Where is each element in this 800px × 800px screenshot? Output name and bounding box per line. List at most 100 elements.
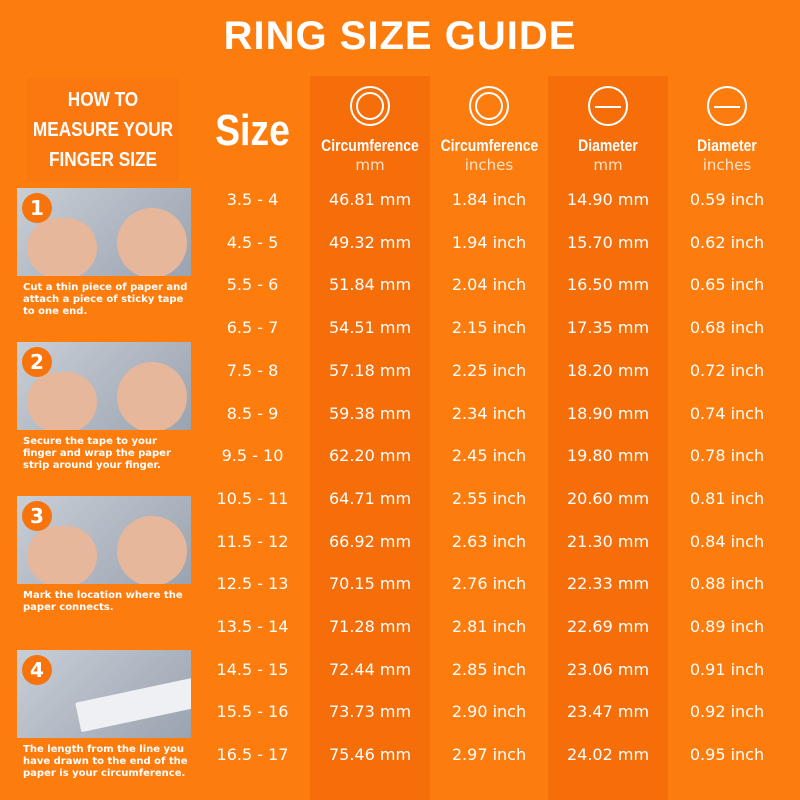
column-unit: inches bbox=[464, 156, 514, 174]
table-cell: 0.81 inch bbox=[689, 488, 765, 508]
step-number-badge: 4 bbox=[22, 655, 52, 685]
step-photo: 2 bbox=[17, 342, 191, 430]
table-cell: 46.81 mm bbox=[328, 190, 412, 209]
table-cell: 64.71 mm bbox=[328, 488, 412, 508]
table-cell: 5.5 - 6 bbox=[226, 275, 279, 295]
table-cell: 0.65 inch bbox=[689, 275, 765, 295]
table-cell: 70.15 mm bbox=[328, 574, 412, 594]
table-cell: 23.47 mm bbox=[566, 702, 650, 722]
table-cell: 2.90 inch bbox=[451, 702, 527, 722]
table-cell: 4.5 - 5 bbox=[226, 232, 279, 252]
step-text: Mark the location where the paper connec… bbox=[23, 590, 183, 613]
table-cell: 0.89 inch bbox=[689, 617, 765, 636]
table-cell: 73.73 mm bbox=[328, 702, 412, 722]
ring-circumference-icon bbox=[350, 86, 390, 126]
column-header-diameter-inches: Diameter inches bbox=[668, 80, 786, 174]
hand-image bbox=[27, 218, 97, 276]
table-cell: 15.70 mm bbox=[566, 232, 650, 252]
hand-image bbox=[27, 526, 97, 584]
table-cell: 9.5 - 10 bbox=[221, 446, 284, 466]
column-unit: inches bbox=[702, 156, 752, 174]
table-cell: 20.60 mm bbox=[566, 488, 650, 508]
table-cell: 49.32 mm bbox=[328, 232, 412, 252]
step-photo: 4 bbox=[17, 650, 191, 738]
table-cell: 22.69 mm bbox=[566, 617, 650, 636]
table-cell: 0.92 inch bbox=[689, 702, 765, 722]
table-cell: 19.80 mm bbox=[566, 446, 650, 466]
hand-image bbox=[117, 362, 187, 430]
table-cell: 3.5 - 4 bbox=[226, 190, 279, 209]
column-unit: mm bbox=[593, 156, 623, 174]
ring-diameter-icon bbox=[707, 86, 747, 126]
table-cell: 57.18 mm bbox=[328, 360, 412, 380]
table-cell: 62.20 mm bbox=[328, 446, 412, 466]
table-cell: 66.92 mm bbox=[328, 531, 412, 551]
hand-image bbox=[27, 372, 97, 430]
table-cell: 2.45 inch bbox=[451, 446, 527, 466]
table-cell: 2.15 inch bbox=[451, 318, 527, 338]
hand-image bbox=[117, 208, 187, 276]
table-cell: 24.02 mm bbox=[566, 745, 650, 765]
table-cell: 6.5 - 7 bbox=[226, 318, 279, 338]
table-cell: 10.5 - 11 bbox=[216, 488, 289, 508]
table-cell: 2.76 inch bbox=[451, 574, 527, 594]
table-cell: 18.90 mm bbox=[566, 403, 650, 423]
table-cell: 51.84 mm bbox=[328, 275, 412, 295]
table-cell: 2.34 inch bbox=[451, 403, 527, 423]
table-cell: 2.55 inch bbox=[451, 488, 527, 508]
table-cell: 0.88 inch bbox=[689, 574, 765, 594]
table-cell: 8.5 - 9 bbox=[226, 403, 279, 423]
table-cell: 23.06 mm bbox=[566, 659, 650, 679]
column-name: Diameter bbox=[697, 136, 757, 155]
table-cell: 0.95 inch bbox=[689, 745, 765, 765]
step-number-badge: 1 bbox=[22, 193, 52, 223]
table-cell: 0.91 inch bbox=[689, 659, 765, 679]
step-number-badge: 3 bbox=[22, 501, 52, 531]
table-cell: 59.38 mm bbox=[328, 403, 412, 423]
table-cell: 12.5 - 13 bbox=[216, 574, 289, 594]
table-cell: 7.5 - 8 bbox=[226, 360, 279, 380]
table-cell: 2.81 inch bbox=[451, 617, 527, 636]
table-cell: 0.84 inch bbox=[689, 531, 765, 551]
table-cell: 1.84 inch bbox=[451, 190, 527, 209]
table-cell: 72.44 mm bbox=[328, 659, 412, 679]
table-cell: 22.33 mm bbox=[566, 574, 650, 594]
ring-diameter-icon bbox=[588, 86, 628, 126]
step-3: 3 Mark the location where the paper conn… bbox=[17, 496, 191, 614]
table-cell: 16.50 mm bbox=[566, 275, 650, 295]
table-cell: 0.74 inch bbox=[689, 403, 765, 423]
table-cell: 2.04 inch bbox=[451, 275, 527, 295]
ring-circumference-icon bbox=[469, 86, 509, 126]
step-text: Cut a thin piece of paper and attach a p… bbox=[23, 282, 188, 317]
table-cell: 14.5 - 15 bbox=[216, 659, 289, 679]
column-header-circumference-mm: Circumference mm bbox=[310, 80, 430, 174]
column-band-circumference-mm bbox=[310, 76, 430, 800]
column-name: Circumference bbox=[321, 136, 419, 155]
table-cell: 2.85 inch bbox=[451, 659, 527, 679]
step-number-badge: 2 bbox=[22, 347, 52, 377]
step-text: Secure the tape to your finger and wrap … bbox=[23, 436, 171, 471]
table-cell: 13.5 - 14 bbox=[216, 617, 289, 636]
column-header-size: Size bbox=[215, 106, 290, 155]
table-cell: 0.72 inch bbox=[689, 360, 765, 380]
step-photo: 1 bbox=[17, 188, 191, 276]
step-4: 4 The length from the line you have draw… bbox=[17, 650, 191, 780]
step-text: The length from the line you have drawn … bbox=[23, 744, 188, 779]
column-name: Diameter bbox=[578, 136, 638, 155]
step-1: 1 Cut a thin piece of paper and attach a… bbox=[17, 188, 191, 318]
table-cell: 16.5 - 17 bbox=[216, 745, 289, 765]
table-cell: 0.59 inch bbox=[689, 190, 765, 209]
table-cell: 2.97 inch bbox=[451, 745, 527, 765]
table-cell: 15.5 - 16 bbox=[216, 702, 289, 722]
table-cell: 0.68 inch bbox=[689, 318, 765, 338]
table-cell: 2.63 inch bbox=[451, 531, 527, 551]
table-cell: 11.5 - 12 bbox=[216, 531, 289, 551]
column-header-diameter-mm: Diameter mm bbox=[548, 80, 668, 174]
column-name: Circumference bbox=[440, 136, 539, 155]
table-cell: 14.90 mm bbox=[566, 190, 650, 209]
table-cell: 0.62 inch bbox=[689, 232, 765, 252]
step-photo: 3 bbox=[17, 496, 191, 584]
column-band-diameter-mm bbox=[548, 76, 668, 800]
column-unit: mm bbox=[355, 156, 385, 174]
hand-image bbox=[75, 677, 191, 733]
